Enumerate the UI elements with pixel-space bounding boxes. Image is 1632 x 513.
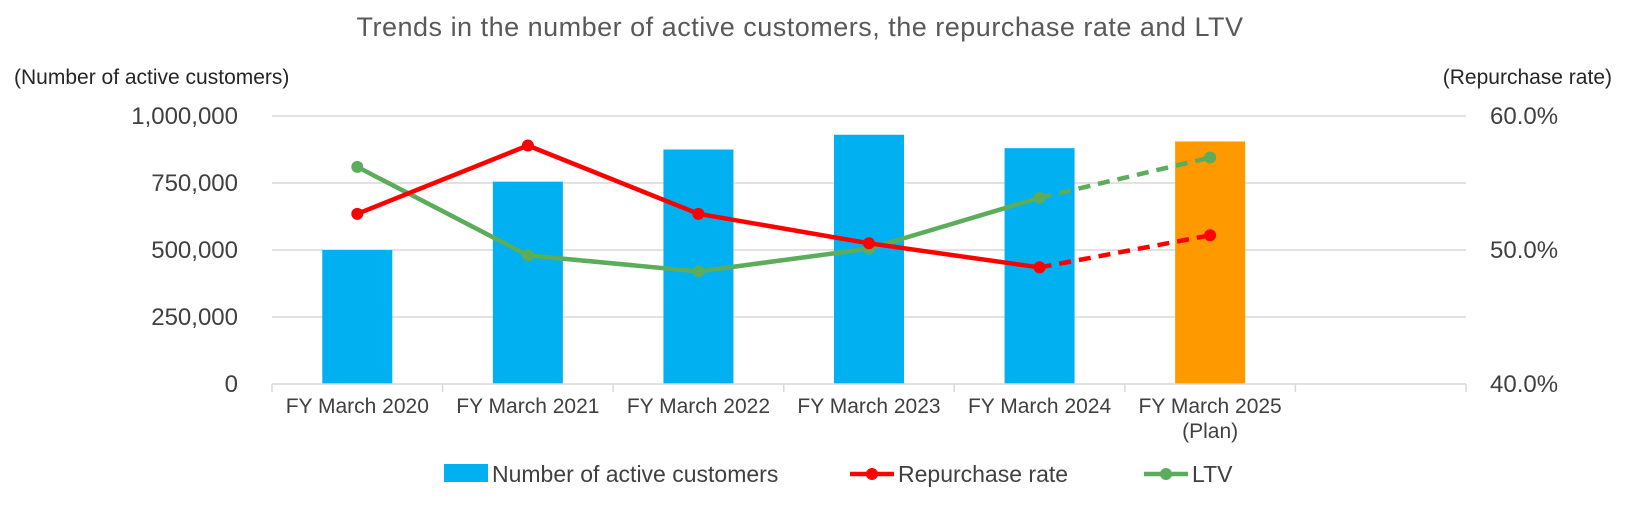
series-line-plan (1039, 233, 1211, 270)
legend-label: Number of active customers (492, 461, 778, 487)
y-tick-label: 0 (225, 371, 238, 398)
legend-swatch-marker (1160, 468, 1172, 480)
y-tick-label: 750,000 (151, 170, 238, 197)
legend: Number of active customers Repurchase rat… (444, 461, 1233, 487)
legend-swatch-marker (866, 468, 878, 480)
x-tick-sublabel: (Plan) (1182, 420, 1238, 443)
data-point (863, 237, 875, 250)
x-tick-label: FY March 2024 (968, 395, 1112, 418)
y2-tick-label: 50.0% (1490, 237, 1558, 264)
y-tick-label: 250,000 (151, 304, 238, 331)
bar (492, 181, 563, 384)
data-point (692, 207, 705, 220)
legend-swatch-bar (444, 464, 488, 482)
axes: 1,000,000 750,000 500,000 250,000 0 60.0% 50.0… (131, 103, 1558, 443)
legend-label: LTV (1192, 461, 1233, 487)
data-point (351, 160, 364, 173)
left-axis-caption: (Number of active customers) (14, 66, 289, 89)
right-axis-caption: (Repurchase rate) (1443, 66, 1612, 89)
data-point (351, 207, 364, 220)
data-point (692, 265, 705, 278)
data-point (1033, 191, 1046, 204)
x-tick-label: FY March 2023 (797, 395, 940, 418)
y-tick-label: 500,000 (151, 237, 238, 264)
chart-title: Trends in the number of active customers… (357, 12, 1244, 42)
bar (834, 134, 904, 384)
data-point (1204, 229, 1217, 242)
bar (322, 250, 393, 384)
x-tick-label: FY March 2021 (456, 395, 599, 418)
data-point (521, 139, 534, 152)
data-point (521, 249, 534, 262)
x-tick-label: FY March 2020 (286, 395, 429, 418)
y-tick-label: 1,000,000 (131, 103, 238, 130)
y2-tick-label: 40.0% (1490, 371, 1558, 398)
x-tick-label: FY March 2025 (1139, 395, 1282, 418)
data-point (1033, 261, 1046, 274)
y2-tick-label: 60.0% (1490, 103, 1558, 130)
data-point (1204, 151, 1217, 164)
x-tick-label: FY March 2022 (627, 395, 770, 418)
bar (1175, 141, 1246, 384)
series-line-plan (1039, 155, 1211, 200)
line-series (351, 139, 1217, 278)
legend-label: Repurchase rate (898, 461, 1068, 487)
